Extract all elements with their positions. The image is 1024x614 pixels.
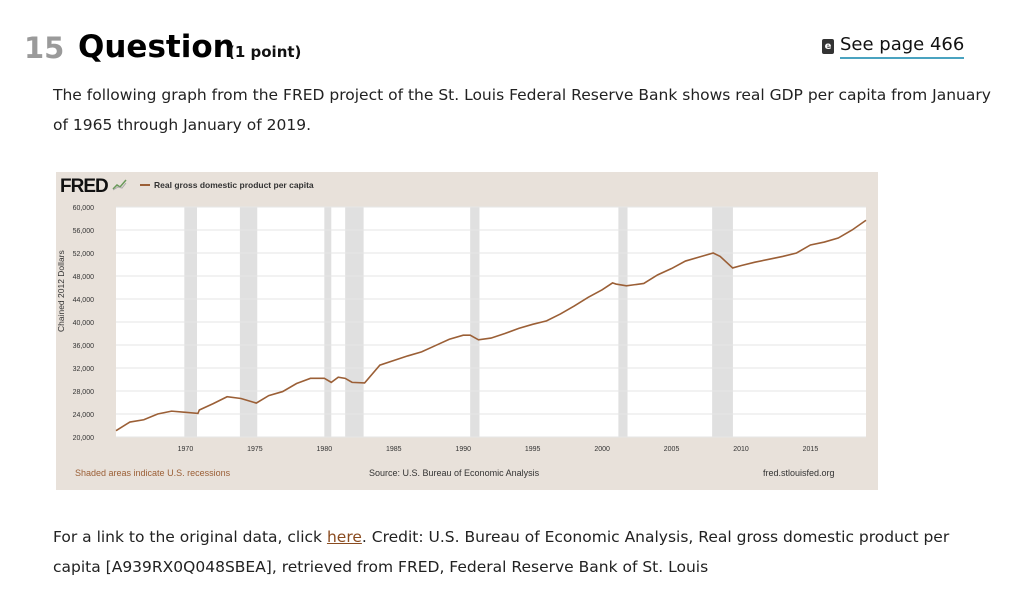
y-tick-label: 52,000 [73,251,95,258]
chart-legend: Real gross domestic product per capita [140,180,314,190]
see-page-link[interactable]: e See page 466 [822,34,965,59]
question-points: (1 point) [228,43,302,61]
legend-line [140,184,150,186]
x-tick-label: 1985 [386,446,402,453]
y-tick-label: 36,000 [73,343,95,350]
data-link[interactable]: here [326,528,362,546]
question-number: 15 [24,31,65,65]
legend-label: Real gross domestic product per capita [154,180,314,190]
x-tick-label: 2000 [594,446,610,453]
intro-text: The following graph from the FRED projec… [53,86,991,134]
footer-before: For a link to the original data, click [53,528,327,546]
footer-text: For a link to the original data, click h… [53,522,993,582]
x-tick-label: 2010 [733,446,749,453]
question-title: Question [78,29,235,65]
x-tick-label: 2005 [664,446,680,453]
fred-graph-icon [112,179,127,191]
y-tick-label: 48,000 [73,274,95,281]
x-tick-label: 1995 [525,446,541,453]
y-tick-label: 24,000 [73,412,95,419]
fred-chart: FRED Real gross domestic product per cap… [56,172,878,490]
gdp-series-line [115,219,867,432]
plot-area: 20,000 24,000 28,000 32,000 36,000 40,000 44,0… [73,205,867,453]
x-tick-label: 2015 [803,446,819,453]
y-tick-label: 20,000 [73,435,95,442]
y-tick-label: 32,000 [73,366,95,373]
x-tick-label: 1975 [247,446,263,453]
footer-after: . Credit: U.S. Bureau of Economic Analys… [53,528,950,576]
ebook-icon: e [822,39,834,54]
y-tick-label: 40,000 [73,320,95,327]
x-tick-label: 1990 [455,446,471,453]
x-tick-label: 1970 [178,446,194,453]
see-page-label[interactable]: See page 466 [840,34,965,59]
chart-source: Source: U.S. Bureau of Economic Analysis [369,468,540,478]
chart-site: fred.stlouisfed.org [763,468,835,478]
y-tick-label: 56,000 [73,228,95,235]
fred-logo: FRED [60,176,109,197]
y-tick-label: 44,000 [73,297,95,304]
y-tick-label: 28,000 [73,389,95,396]
y-tick-label: 60,000 [73,205,95,212]
recession-note: Shaded areas indicate U.S. recessions [75,468,231,478]
x-tick-label: 1980 [317,446,333,453]
